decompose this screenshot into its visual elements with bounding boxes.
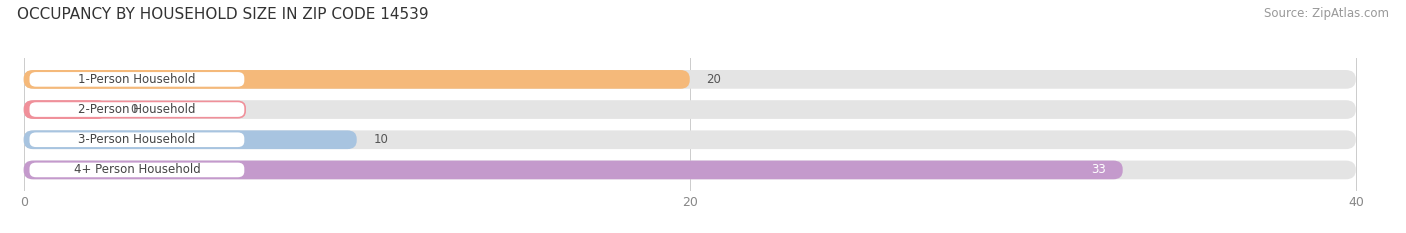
Text: 4+ Person Household: 4+ Person Household [73,163,200,176]
Text: 10: 10 [374,133,388,146]
FancyBboxPatch shape [24,130,1355,149]
Text: 2-Person Household: 2-Person Household [79,103,195,116]
FancyBboxPatch shape [24,130,357,149]
Text: 0: 0 [131,103,138,116]
Text: Source: ZipAtlas.com: Source: ZipAtlas.com [1264,7,1389,20]
Text: 33: 33 [1091,163,1107,176]
FancyBboxPatch shape [24,70,690,89]
FancyBboxPatch shape [24,100,1355,119]
FancyBboxPatch shape [28,71,245,88]
Text: 20: 20 [706,73,721,86]
FancyBboxPatch shape [24,70,1355,89]
FancyBboxPatch shape [28,162,245,178]
Text: OCCUPANCY BY HOUSEHOLD SIZE IN ZIP CODE 14539: OCCUPANCY BY HOUSEHOLD SIZE IN ZIP CODE … [17,7,429,22]
FancyBboxPatch shape [28,101,245,118]
Text: 1-Person Household: 1-Person Household [79,73,195,86]
FancyBboxPatch shape [28,132,245,148]
FancyBboxPatch shape [24,161,1355,179]
FancyBboxPatch shape [24,100,107,119]
FancyBboxPatch shape [24,161,1123,179]
Text: 3-Person Household: 3-Person Household [79,133,195,146]
